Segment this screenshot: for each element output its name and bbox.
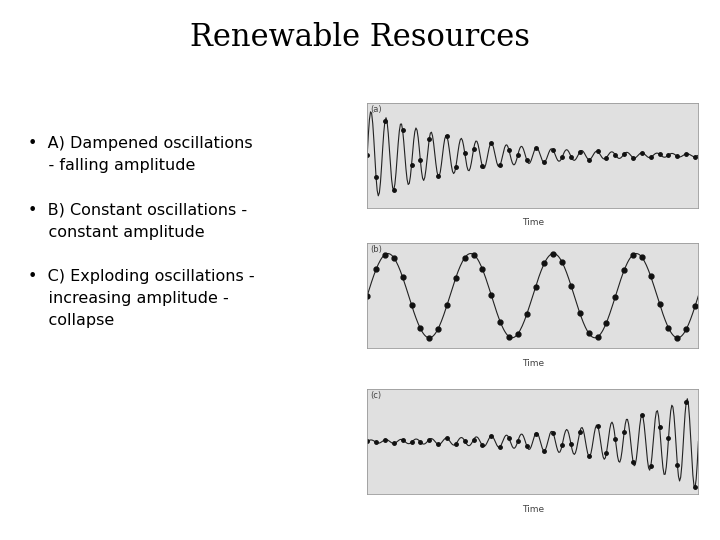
Text: (a): (a) — [371, 105, 382, 114]
Text: Time: Time — [522, 218, 544, 227]
Text: •  A) Dampened oscillations
    - falling amplitude

•  B) Constant oscillations: • A) Dampened oscillations - falling amp… — [28, 136, 255, 328]
Text: Time: Time — [522, 504, 544, 514]
Text: Time: Time — [522, 359, 544, 368]
Text: (b): (b) — [371, 245, 382, 254]
Text: (c): (c) — [371, 391, 382, 400]
Text: Renewable Resources: Renewable Resources — [190, 22, 530, 52]
